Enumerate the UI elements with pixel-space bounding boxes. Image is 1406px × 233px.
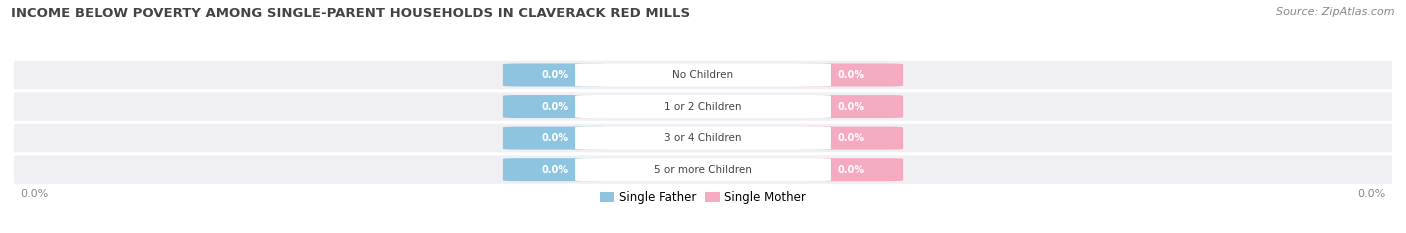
- Text: Source: ZipAtlas.com: Source: ZipAtlas.com: [1277, 7, 1395, 17]
- FancyBboxPatch shape: [0, 124, 1406, 152]
- FancyBboxPatch shape: [799, 158, 903, 181]
- Text: INCOME BELOW POVERTY AMONG SINGLE-PARENT HOUSEHOLDS IN CLAVERACK RED MILLS: INCOME BELOW POVERTY AMONG SINGLE-PARENT…: [11, 7, 690, 20]
- FancyBboxPatch shape: [503, 158, 607, 181]
- Text: 0.0%: 0.0%: [1357, 189, 1385, 199]
- Text: No Children: No Children: [672, 70, 734, 80]
- FancyBboxPatch shape: [0, 61, 1406, 89]
- FancyBboxPatch shape: [799, 95, 903, 118]
- Text: 0.0%: 0.0%: [541, 165, 569, 175]
- Text: 0.0%: 0.0%: [541, 102, 569, 112]
- FancyBboxPatch shape: [575, 127, 831, 150]
- Text: 3 or 4 Children: 3 or 4 Children: [664, 133, 742, 143]
- Text: 1 or 2 Children: 1 or 2 Children: [664, 102, 742, 112]
- Text: 0.0%: 0.0%: [541, 70, 569, 80]
- Text: 0.0%: 0.0%: [541, 133, 569, 143]
- FancyBboxPatch shape: [0, 155, 1406, 184]
- Text: 0.0%: 0.0%: [21, 189, 49, 199]
- FancyBboxPatch shape: [503, 63, 607, 86]
- Text: 0.0%: 0.0%: [837, 70, 865, 80]
- Text: 0.0%: 0.0%: [837, 102, 865, 112]
- FancyBboxPatch shape: [575, 95, 831, 118]
- FancyBboxPatch shape: [575, 63, 831, 86]
- FancyBboxPatch shape: [799, 63, 903, 86]
- FancyBboxPatch shape: [503, 95, 607, 118]
- FancyBboxPatch shape: [799, 127, 903, 150]
- Text: 5 or more Children: 5 or more Children: [654, 165, 752, 175]
- FancyBboxPatch shape: [503, 127, 607, 150]
- Legend: Single Father, Single Mother: Single Father, Single Mother: [600, 191, 806, 204]
- FancyBboxPatch shape: [0, 92, 1406, 121]
- FancyBboxPatch shape: [575, 158, 831, 181]
- Text: 0.0%: 0.0%: [837, 133, 865, 143]
- Text: 0.0%: 0.0%: [837, 165, 865, 175]
